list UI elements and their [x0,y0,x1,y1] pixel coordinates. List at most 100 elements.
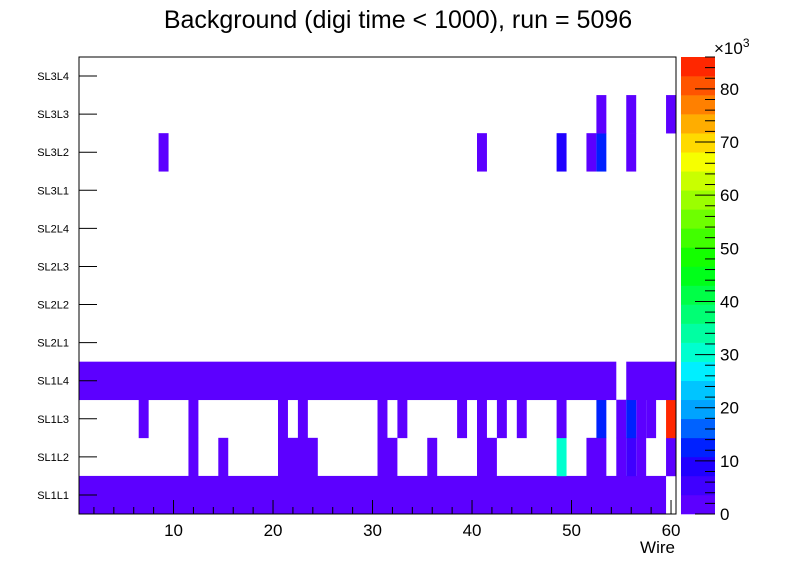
y-axis: SL1L1 SL1L2 SL1L3 SL1L4 SL2L1 SL2L2 SL2L3 SL2L4… [37,71,97,502]
heatmap-cell [188,437,199,477]
color-scale-band [681,133,715,153]
z-tick-label: 70 [720,133,739,152]
x-tick-label: 10 [164,521,183,540]
heatmap-cell [138,399,149,439]
heatmap-cell [79,361,617,401]
color-scale-band [681,57,715,77]
y-tick-label: SL3L4 [37,71,69,83]
x-tick-label: 50 [562,521,581,540]
color-scale-band [681,76,715,96]
heatmap-cell [377,437,398,477]
heatmap-cell [596,133,607,172]
z-tick-label: 30 [720,346,739,365]
y-tick-label: SL2L4 [37,223,69,235]
heatmap-cell [516,399,527,439]
heatmap-cell [646,399,657,439]
y-tick-label: SL1L1 [37,490,69,502]
heatmap-cell [596,399,607,439]
color-scale-band [681,342,715,362]
color-scale-band [681,114,715,134]
color-scale-band [681,456,715,477]
color-scale-band [681,171,715,191]
y-tick-label: SL3L1 [37,185,69,197]
color-scale-band [681,361,715,382]
color-scale-band [681,266,715,286]
heatmap-cell [477,133,487,172]
heatmap-cell [626,437,637,477]
x-tick-label: 60 [662,521,681,540]
heatmap-cell [218,437,229,477]
heatmap-cell [158,133,169,172]
heatmap-cell [556,437,567,477]
plot-frame [78,56,677,515]
heatmap-cell [666,95,676,134]
heatmap-cell [278,399,288,439]
z-tick-label: 50 [720,239,739,258]
y-tick-label: SL3L2 [37,147,69,159]
y-tick-label: SL2L3 [37,261,69,273]
multiplier-exponent: 3 [743,36,750,50]
x-axis-label: Wire [640,538,675,557]
heatmap-cell [188,399,199,439]
y-tick-label: SL3L3 [37,109,69,121]
color-scale-band [681,494,715,515]
heatmap-cell [556,133,567,172]
x-tick-label: 20 [264,521,283,540]
heatmap-cell [616,437,627,477]
heatmap-cell [297,399,308,439]
color-scale-multiplier: ×103 [714,36,750,58]
heatmap-cell [626,361,676,401]
color-scale-band [681,190,715,210]
heatmap-cell [427,437,438,477]
color-scale-band [681,304,715,324]
heatmap-cell [477,399,487,439]
heatmap-cell [636,399,647,439]
color-scale-band [681,95,715,115]
z-tick-label: 0 [720,505,729,524]
color-scale-band [681,399,715,420]
color-scale-band [681,437,715,458]
heatmap-cell [397,399,408,439]
heatmap-cell [626,399,637,439]
color-scale-band [681,228,715,248]
heatmap-cell [626,95,637,134]
y-tick-label: SL1L3 [37,414,69,426]
y-tick-label: SL2L2 [37,300,69,312]
x-axis: 10 20 30 40 50 60 [93,500,681,540]
chart-title: Background (digi time < 1000), run = 509… [164,6,632,34]
heatmap-cell [586,133,597,172]
heatmap-cell [666,399,676,439]
color-scale: 0 10 20 30 40 50 60 70 80 [681,56,739,524]
color-scale-band [681,380,715,401]
color-scale-band [681,209,715,229]
heatmap-cell [496,399,507,439]
color-scale-band [681,323,715,343]
color-scale-band [681,152,715,172]
y-tick-label: SL2L1 [37,338,69,350]
y-tick-label: SL1L4 [37,376,69,388]
heatmap-cells [79,95,676,515]
z-tick-label: 10 [720,452,739,471]
x-tick-label: 40 [463,521,482,540]
z-tick-label: 40 [720,292,739,311]
heatmap-cell [616,399,627,439]
z-tick-label: 80 [720,80,739,99]
color-scale-band [681,418,715,439]
heatmap-cell [477,437,497,477]
multiplier-base: ×10 [714,39,743,58]
z-tick-label: 20 [720,399,739,418]
heatmap-cell [586,437,607,477]
heatmap-cell [596,95,607,134]
color-scale-band [681,247,715,267]
heatmap-cell [666,437,676,477]
y-tick-label: SL1L2 [37,452,69,464]
color-scale-band [681,475,715,496]
z-tick-label: 60 [720,186,739,205]
x-tick-label: 30 [363,521,382,540]
heatmap-cell [556,399,567,439]
heatmap-cell [457,399,468,439]
heatmap-cell [636,437,647,477]
heatmap-cell [377,399,388,439]
heatmap-cell [626,133,637,172]
